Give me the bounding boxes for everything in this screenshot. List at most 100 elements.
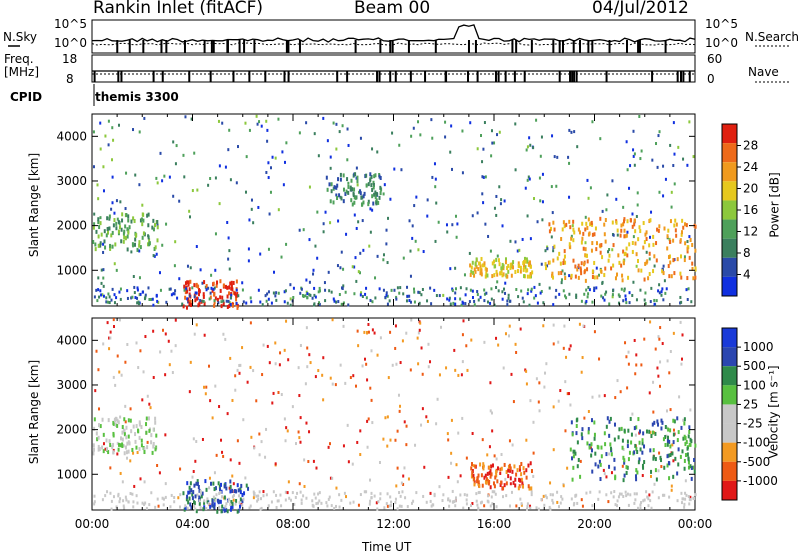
velocity-speck [602, 468, 605, 472]
velocity-ground [647, 504, 650, 508]
power-cell [106, 226, 109, 231]
velocity-ground [265, 493, 268, 497]
power-speck [555, 184, 558, 188]
power-ground [575, 295, 578, 299]
velocity-ground [109, 491, 112, 495]
velocity-ground [411, 501, 414, 505]
velocity-cell [120, 436, 123, 441]
power-ground [115, 296, 118, 300]
power-speck [495, 285, 498, 289]
power-cbar-tick-label: 4 [743, 268, 751, 282]
power-speck [591, 120, 594, 124]
velocity-cell [488, 465, 491, 470]
velocity-cell [495, 470, 498, 475]
power-ground [657, 289, 660, 293]
velocity-speck [373, 331, 376, 335]
power-ground [286, 301, 289, 305]
velocity-speck [416, 336, 419, 340]
power-ground [536, 301, 539, 305]
power-speck [218, 164, 221, 168]
velocity-cell [499, 482, 502, 487]
power-speck [595, 286, 598, 290]
power-cell [219, 288, 222, 293]
velocity-cell [101, 417, 104, 422]
power-cell [574, 264, 577, 269]
power-cell [585, 221, 588, 226]
power-speck [683, 255, 686, 259]
power-speck [115, 268, 118, 272]
velocity-speck [139, 477, 142, 481]
power-ground [555, 288, 558, 292]
power-cell [330, 189, 333, 194]
power-speck [257, 288, 260, 292]
power-ground [195, 291, 198, 295]
velocity-ground [610, 491, 613, 495]
velocity-cell [121, 425, 124, 430]
power-speck [92, 165, 95, 169]
velocity-cell [202, 507, 205, 512]
velocity-cell [93, 426, 96, 431]
power-speck [570, 234, 573, 238]
velocity-speck [649, 430, 652, 434]
power-cell [669, 239, 672, 244]
power-cell [228, 285, 231, 290]
power-cell [633, 222, 636, 227]
velocity-speck [359, 453, 362, 457]
velocity-cell [112, 442, 115, 447]
velocity-ground [276, 499, 279, 503]
power-cell [648, 271, 651, 276]
power-speck [490, 154, 493, 158]
velocity-ground [365, 490, 368, 494]
velocity-cell [637, 417, 640, 422]
velocity-ground [626, 492, 629, 496]
power-ground [382, 288, 385, 292]
velocity-speck [545, 362, 548, 366]
velocity-ground [551, 498, 554, 502]
power-speck [564, 294, 567, 298]
power-cell [570, 236, 573, 241]
velocity-cell [470, 474, 473, 479]
velocity-cell [231, 488, 234, 493]
velocity-cell [684, 436, 687, 441]
power-cell [367, 182, 370, 187]
power-speck [96, 183, 99, 187]
power-cell [209, 295, 212, 300]
power-speck [568, 128, 571, 132]
velocity-speck [119, 471, 122, 475]
velocity-cell [599, 477, 602, 482]
power-cell [500, 268, 503, 273]
velocity-ground [277, 499, 280, 503]
power-ground [328, 289, 331, 293]
power-ground [105, 300, 108, 304]
velocity-ground [510, 490, 513, 494]
velocity-speck [342, 444, 345, 448]
power-cell [375, 201, 378, 206]
power-cell [328, 182, 331, 187]
power-cell [231, 287, 234, 292]
velocity-cell [622, 455, 625, 460]
velocity-ground [259, 507, 262, 511]
power-cell [559, 261, 562, 266]
power-ground [530, 287, 533, 291]
power-cell [127, 230, 130, 235]
power-ground [378, 287, 381, 291]
velocity-speck [399, 404, 402, 408]
velocity-speck [222, 332, 225, 336]
power-ground [464, 293, 467, 297]
power-speck [539, 154, 542, 158]
velocity-cell [471, 470, 474, 475]
power-speck [111, 126, 114, 130]
velocity-speck [232, 498, 235, 502]
velocity-speck [303, 458, 306, 462]
velocity-speck [204, 392, 207, 396]
power-cell [509, 262, 512, 267]
velocity-cell [660, 418, 663, 423]
velocity-speck [167, 339, 170, 343]
power-cell [584, 253, 587, 258]
power-ground [330, 290, 333, 294]
velocity-cell [152, 444, 155, 449]
velocity-speck [260, 440, 263, 444]
power-speck [323, 281, 326, 285]
power-speck [664, 177, 667, 181]
velocity-cell [621, 438, 624, 443]
